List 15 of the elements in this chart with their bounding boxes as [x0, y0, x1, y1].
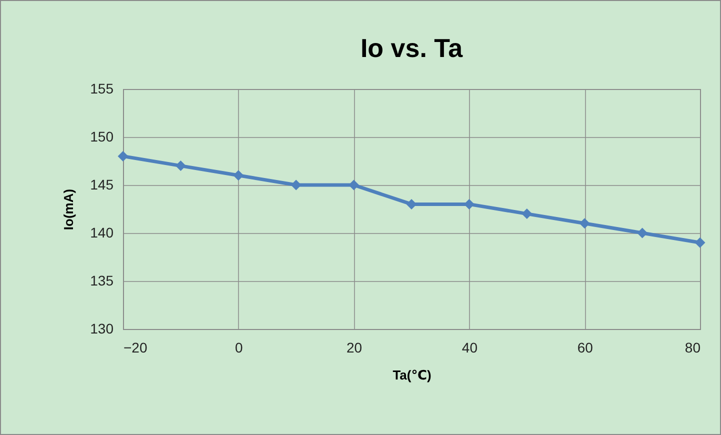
- x-tick-label: 0: [235, 340, 243, 356]
- x-tick-label: −20: [124, 340, 148, 356]
- x-axis-title: Ta(℃): [392, 368, 432, 382]
- y-tick-label: 150: [90, 128, 114, 144]
- y-tick-label: 145: [90, 176, 114, 192]
- x-tick-label: 60: [577, 340, 594, 356]
- y-tick-label: 130: [90, 320, 114, 336]
- x-tick-label: 40: [462, 340, 478, 356]
- y-tick-label: 140: [90, 224, 114, 240]
- y-axis-title: Io(mA): [61, 188, 76, 230]
- y-tick-label: 135: [90, 272, 114, 288]
- chart-title: Io vs. Ta: [360, 33, 464, 63]
- x-tick-label: 20: [346, 340, 362, 356]
- x-tick-label: 80: [684, 340, 701, 356]
- y-tick-label: 155: [90, 80, 114, 96]
